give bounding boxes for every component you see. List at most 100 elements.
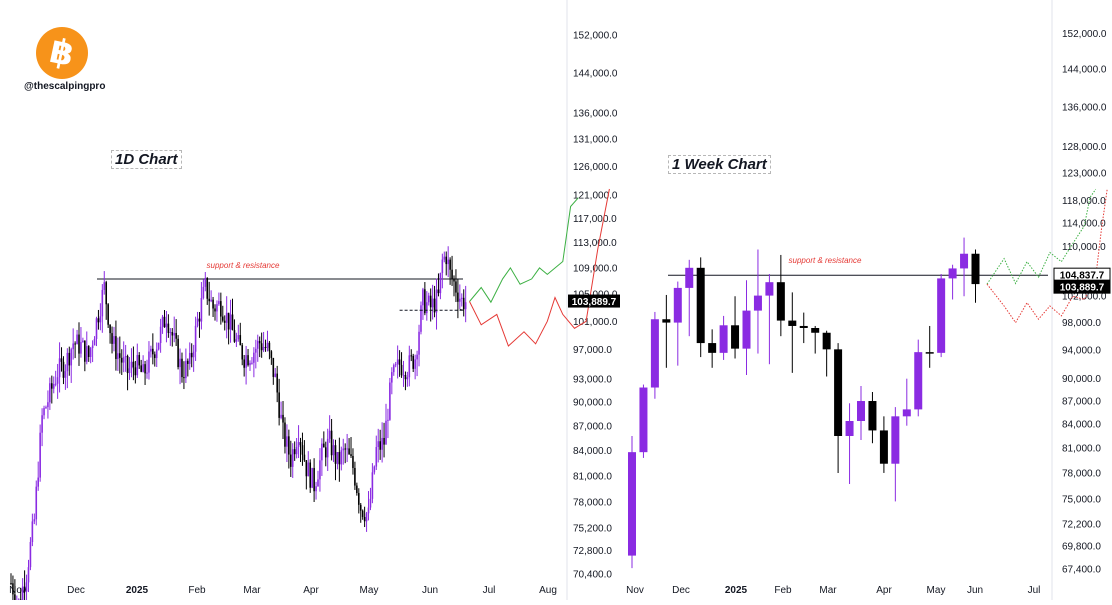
weekly-candle <box>639 388 647 453</box>
daily-candle <box>45 407 47 408</box>
daily-candle <box>430 296 432 308</box>
daily-y-tick-label: 131,000.0 <box>573 135 618 146</box>
daily-bull-projection <box>470 198 579 303</box>
daily-candle <box>374 467 376 473</box>
daily-candle <box>461 298 463 299</box>
daily-candle <box>51 383 53 388</box>
daily-candle <box>313 468 315 491</box>
daily-y-tick-label: 97,000.0 <box>573 345 612 356</box>
daily-candle <box>119 353 121 358</box>
daily-y-tick-label: 121,000.0 <box>573 190 618 201</box>
daily-candle <box>37 478 39 487</box>
daily-candle <box>199 319 201 322</box>
daily-candle <box>247 355 249 365</box>
daily-candle <box>212 300 214 309</box>
daily-candle <box>292 449 294 467</box>
daily-candle <box>35 487 37 520</box>
daily-candle <box>156 349 158 358</box>
weekly-candle <box>891 416 899 463</box>
daily-candle <box>385 421 387 445</box>
daily-candle <box>306 460 308 476</box>
daily-candle <box>170 332 172 333</box>
weekly-y-tick-label: 114,000.0 <box>1062 218 1106 229</box>
daily-candle <box>393 365 395 372</box>
daily-candle <box>379 441 381 450</box>
daily-candle <box>321 444 323 461</box>
daily-candle <box>424 289 426 313</box>
daily-candle <box>416 355 418 360</box>
weekly-x-tick-label: Jul <box>1028 585 1041 596</box>
weekly-y-tick-label: 144,000.0 <box>1062 65 1107 76</box>
daily-candle <box>341 450 343 464</box>
daily-candle <box>179 359 181 367</box>
daily-x-tick-label: Jun <box>422 585 438 596</box>
weekly-candle <box>628 452 636 555</box>
daily-candle <box>129 368 131 373</box>
daily-candle <box>28 567 30 582</box>
daily-candle <box>150 349 152 352</box>
daily-y-tick-label: 117,000.0 <box>573 214 617 225</box>
daily-candle <box>407 377 409 379</box>
daily-candle <box>383 438 385 445</box>
daily-candle <box>298 442 300 447</box>
daily-candle <box>191 353 193 357</box>
daily-candle <box>173 333 175 336</box>
daily-candle <box>395 364 397 365</box>
daily-candle <box>257 341 259 349</box>
weekly-candle <box>903 409 911 416</box>
daily-candle <box>76 335 78 345</box>
weekly-x-tick-label: Mar <box>819 585 837 596</box>
daily-candle <box>337 452 339 464</box>
daily-candle <box>203 287 205 298</box>
daily-candle <box>344 449 346 450</box>
daily-candle <box>164 317 166 327</box>
daily-candle <box>259 341 261 343</box>
daily-candle <box>438 290 440 294</box>
daily-candle <box>74 343 76 344</box>
daily-candle <box>175 333 177 339</box>
daily-candle <box>442 260 444 273</box>
daily-candle <box>335 445 337 464</box>
daily-candle <box>436 290 438 313</box>
daily-candle <box>32 521 34 542</box>
daily-candle <box>236 339 238 342</box>
weekly-y-tick-label: 98,000.0 <box>1062 318 1101 329</box>
daily-candle <box>251 363 253 364</box>
daily-candle <box>362 511 364 517</box>
weekly-x-tick-label: Jun <box>967 585 983 596</box>
daily-candle <box>360 505 362 511</box>
daily-candle <box>358 493 360 505</box>
daily-candle <box>263 347 265 350</box>
daily-candle <box>111 333 113 344</box>
daily-candle <box>232 315 234 331</box>
daily-candle <box>14 594 16 600</box>
daily-candle <box>267 343 269 348</box>
daily-candle <box>381 438 383 450</box>
daily-candle <box>447 260 449 264</box>
daily-candle <box>94 339 96 346</box>
daily-candle <box>59 358 61 377</box>
daily-candle <box>109 325 111 333</box>
daily-candle <box>123 357 125 362</box>
weekly-y-tick-label: 72,200.0 <box>1062 519 1101 530</box>
daily-candle <box>189 353 191 364</box>
weekly-candle <box>685 268 693 288</box>
daily-candle <box>302 445 304 454</box>
weekly-x-tick-label: Nov <box>626 585 644 596</box>
weekly-x-tick-label: Dec <box>672 585 690 596</box>
daily-candle <box>154 354 156 358</box>
daily-y-tick-label: 75,200.0 <box>573 523 612 534</box>
daily-candle <box>397 359 399 364</box>
daily-candle <box>92 345 94 348</box>
daily-candle <box>166 324 168 328</box>
daily-candle <box>249 363 251 365</box>
daily-y-tick-label: 84,000.0 <box>573 446 612 457</box>
daily-candle <box>372 472 374 498</box>
daily-candle <box>457 293 459 302</box>
daily-candle <box>346 448 348 449</box>
daily-candle <box>107 304 109 324</box>
daily-candle <box>193 352 195 358</box>
daily-candle <box>177 339 179 367</box>
